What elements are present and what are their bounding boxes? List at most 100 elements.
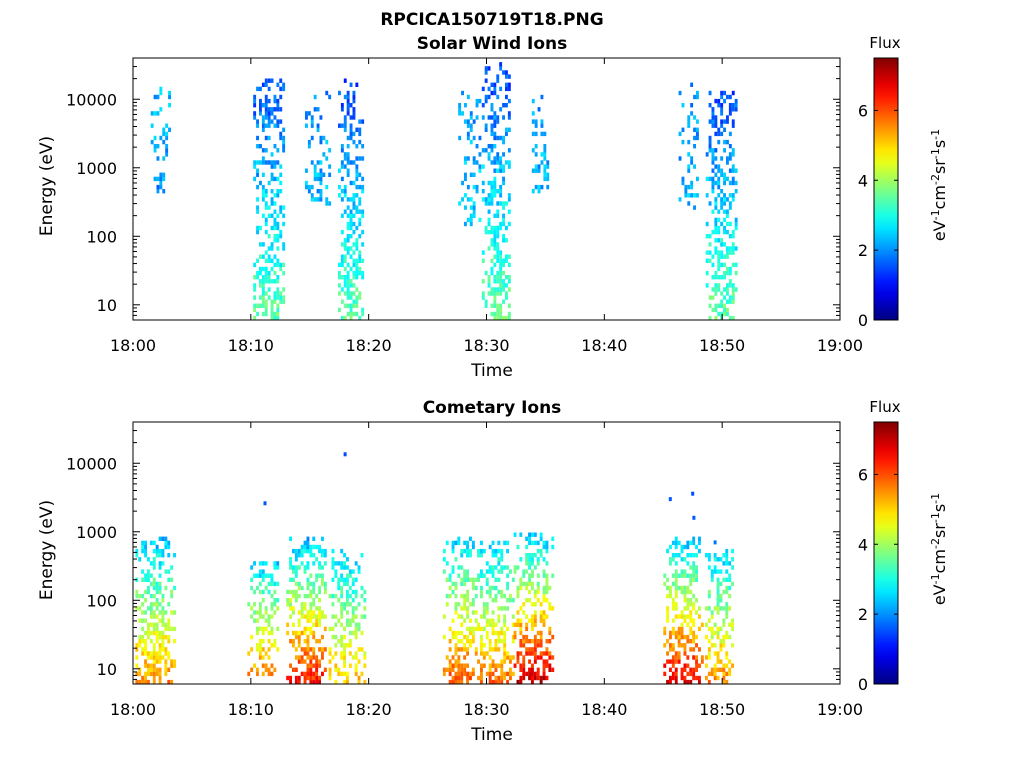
data-cell — [165, 152, 169, 157]
data-cell — [680, 585, 684, 591]
data-cell — [477, 577, 480, 582]
data-cell — [294, 593, 298, 599]
data-cell — [338, 262, 341, 268]
data-cell — [264, 205, 268, 210]
data-cell — [155, 634, 159, 640]
data-cell — [542, 573, 546, 578]
data-cell — [315, 577, 319, 582]
data-cell — [357, 626, 361, 632]
data-cell — [681, 180, 685, 186]
data-cell — [158, 679, 162, 684]
data-cell — [731, 119, 735, 124]
data-cell — [312, 581, 316, 587]
data-cell — [294, 675, 298, 681]
data-cell — [256, 610, 259, 615]
data-cell — [338, 90, 341, 96]
data-cell — [261, 189, 265, 194]
data-cell — [357, 565, 361, 570]
data-cell — [499, 283, 503, 288]
data-cell — [696, 135, 699, 141]
data-cell — [276, 598, 280, 603]
data-cell — [363, 651, 367, 656]
data-cell — [536, 655, 540, 660]
data-cell — [352, 283, 356, 288]
data-cell — [457, 667, 461, 672]
data-cell — [536, 581, 540, 587]
data-cell — [713, 643, 717, 648]
data-cell — [731, 148, 735, 153]
data-cell — [270, 671, 274, 677]
data-cell — [318, 679, 321, 684]
data-cell — [692, 540, 696, 546]
data-cell — [144, 577, 147, 582]
data-cell — [264, 123, 268, 128]
data-cell — [692, 618, 696, 623]
data-cell — [261, 663, 265, 668]
data-cell — [490, 180, 494, 186]
data-cell — [536, 561, 540, 566]
data-cell — [346, 270, 350, 276]
data-cell — [490, 123, 494, 128]
data-cell — [261, 127, 265, 132]
data-cell — [477, 659, 480, 664]
data-cell — [256, 573, 259, 578]
data-cell — [534, 123, 538, 128]
data-cell — [466, 553, 469, 558]
data-cell — [494, 585, 498, 591]
data-cell — [687, 184, 691, 190]
data-cell — [714, 225, 718, 231]
data-cell — [726, 246, 729, 251]
data-cell — [485, 634, 489, 640]
data-cell — [352, 193, 356, 198]
data-cell — [276, 581, 280, 587]
data-cell — [454, 581, 458, 587]
data-cell — [713, 671, 717, 677]
data-cell — [357, 569, 361, 574]
data-cell — [481, 189, 485, 194]
data-cell — [261, 193, 265, 198]
data-cell — [499, 225, 503, 231]
data-cell — [503, 618, 507, 623]
data-cell — [674, 593, 678, 599]
data-cell — [256, 119, 259, 124]
data-cell — [683, 651, 687, 656]
data-cell — [150, 123, 154, 128]
data-cell — [153, 94, 157, 100]
data-cell — [297, 630, 301, 636]
data-cell — [503, 675, 507, 681]
data-cell — [484, 148, 488, 153]
data-cell — [170, 659, 174, 664]
data-cell — [460, 565, 464, 570]
data-cell — [358, 119, 362, 124]
data-cell — [686, 671, 690, 677]
data-cell — [493, 275, 497, 280]
data-cell — [533, 610, 537, 615]
data-cell — [717, 229, 721, 235]
data-cell — [346, 238, 350, 243]
data-cell — [289, 602, 292, 607]
data-cell — [149, 667, 153, 672]
data-cell — [158, 581, 162, 587]
data-cell — [282, 205, 286, 210]
data-cell — [310, 197, 314, 202]
data-cell — [315, 675, 319, 681]
data-cell — [363, 598, 367, 603]
data-cell — [460, 593, 464, 599]
data-cell — [488, 663, 492, 668]
data-cell — [292, 593, 295, 599]
data-cell — [480, 679, 483, 684]
data-cell — [474, 618, 478, 623]
data-cell — [460, 548, 464, 554]
data-cell — [286, 589, 290, 595]
data-cell — [451, 663, 455, 668]
data-cell — [693, 164, 696, 169]
data-cell — [273, 115, 277, 120]
data-cell — [152, 565, 156, 570]
data-cell — [720, 254, 724, 259]
data-cell — [463, 643, 467, 648]
data-cell — [502, 213, 505, 218]
data-cell — [315, 622, 319, 627]
data-cell — [674, 675, 678, 681]
data-cell — [355, 287, 359, 292]
data-cell — [250, 585, 254, 591]
